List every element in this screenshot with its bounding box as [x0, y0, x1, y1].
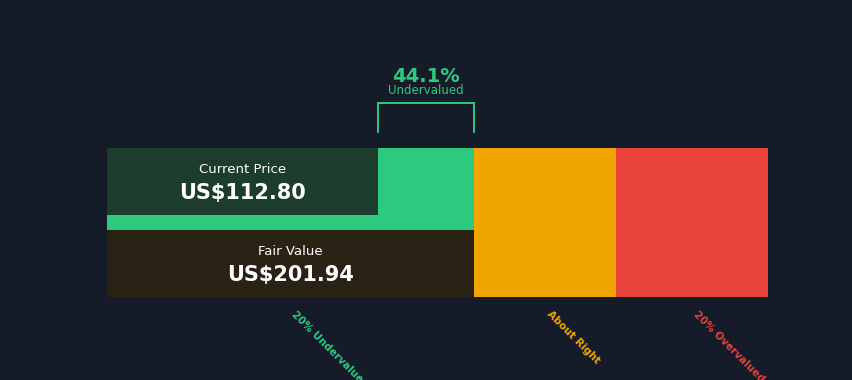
Bar [473, 230, 615, 297]
Bar [106, 230, 473, 297]
Text: Fair Value: Fair Value [257, 245, 322, 258]
Bar [615, 215, 767, 230]
Text: 20% Overvalued: 20% Overvalued [691, 309, 766, 380]
Text: Undervalued: Undervalued [388, 84, 463, 97]
Bar [615, 148, 767, 215]
Bar [473, 148, 615, 215]
Text: 20% Undervalued: 20% Undervalued [290, 309, 370, 380]
Text: 44.1%: 44.1% [391, 67, 459, 86]
Bar [106, 148, 377, 215]
Text: US$112.80: US$112.80 [179, 184, 305, 203]
Text: US$201.94: US$201.94 [227, 265, 353, 285]
Bar [106, 148, 473, 215]
Text: Current Price: Current Price [199, 163, 285, 176]
Bar [615, 230, 767, 297]
Text: About Right: About Right [544, 309, 601, 366]
Bar [106, 230, 473, 297]
Bar [473, 215, 615, 230]
Bar [106, 215, 473, 230]
